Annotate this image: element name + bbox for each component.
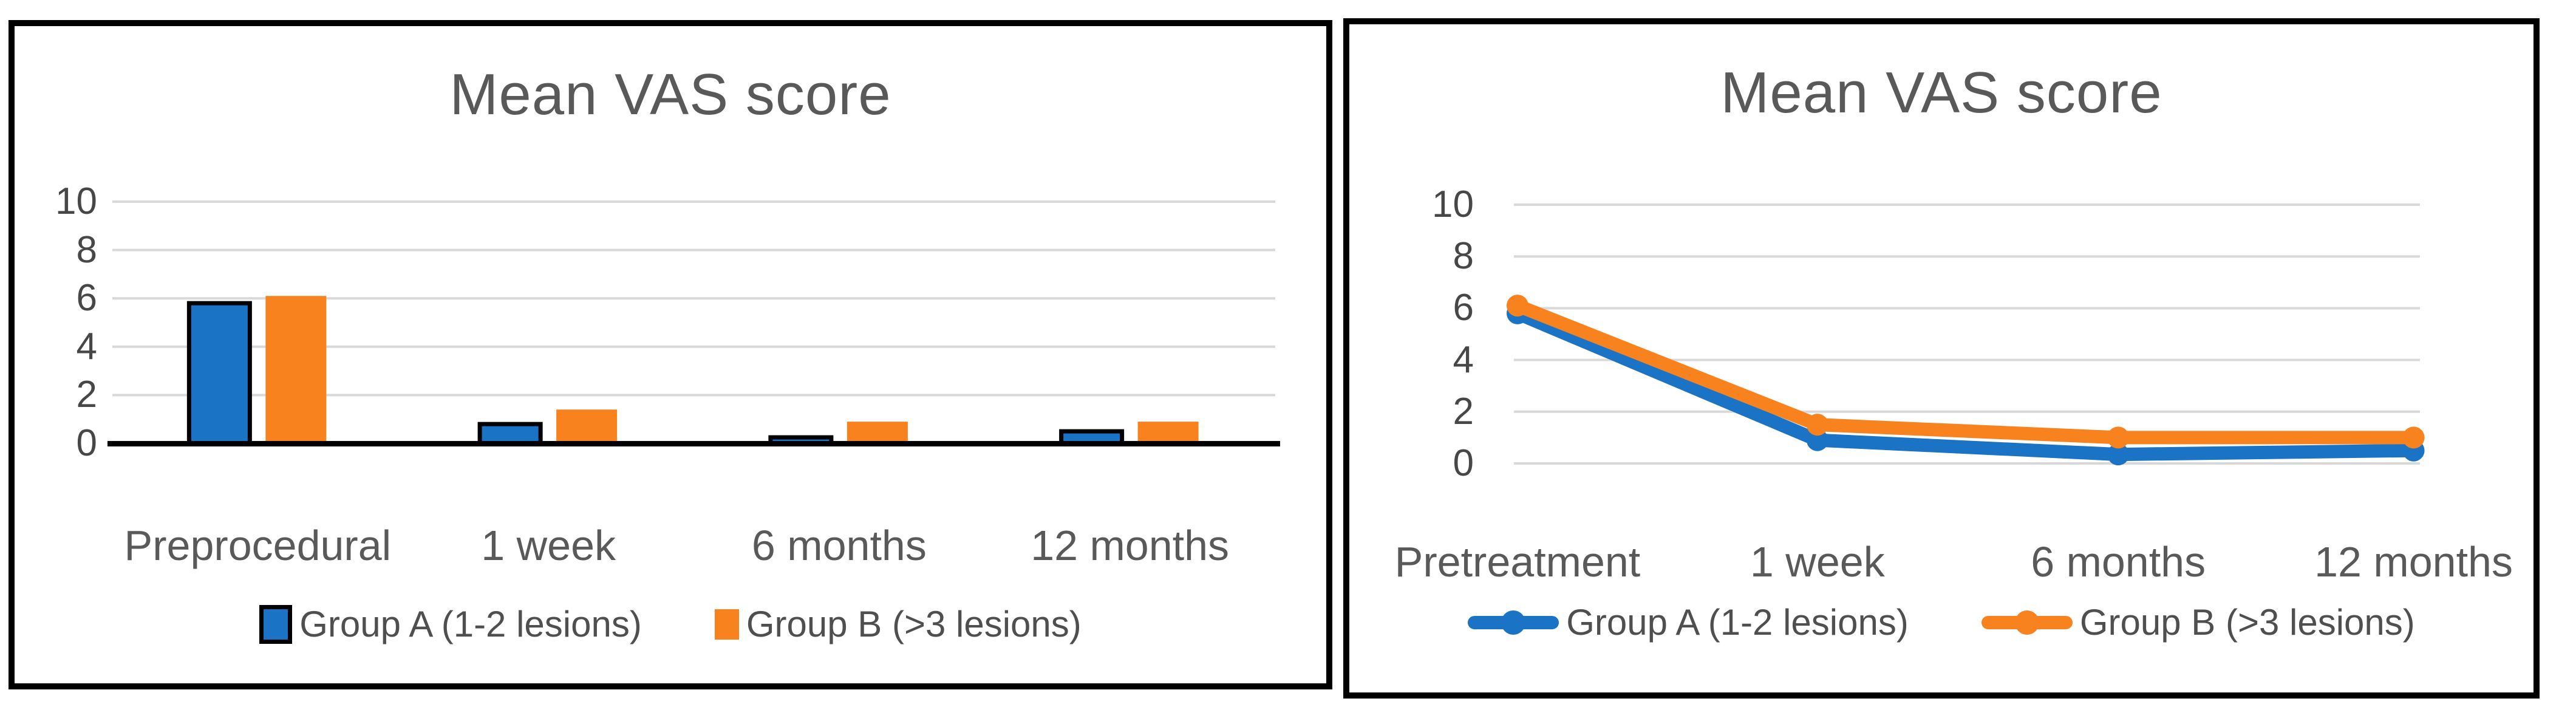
y-tick-label: 6 [1453, 287, 1474, 329]
legend-swatch [259, 604, 293, 644]
y-tick-label: 10 [1432, 183, 1474, 225]
x-axis-labels: Preprocedural 1 week 6 months 12 months [112, 521, 1275, 570]
x-category-label: 6 months [751, 522, 927, 569]
x-category-label: 1 week [481, 522, 616, 569]
y-tick-label: 0 [1453, 442, 1474, 484]
chart-title: Mean VAS score [1720, 60, 2162, 125]
bar [556, 409, 618, 443]
y-tick-label: 8 [1453, 235, 1474, 278]
legend-circle-marker [2014, 610, 2039, 635]
x-category-label: 1 week [1750, 538, 1885, 586]
x-category-label: Pretreatment [1394, 538, 1641, 586]
x-axis-line [107, 441, 1280, 446]
bar [1137, 422, 1199, 443]
bar-chart-panel: Mean VAS score 10 8 6 4 2 0 Preprocedural 1 wee… [9, 20, 1332, 689]
y-tick-label: 6 [76, 277, 97, 319]
legend-item: Group A (1-2 lesions) [1468, 601, 1909, 643]
x-category-label: Preprocedural [124, 522, 392, 569]
legend-label: Group A (1-2 lesions) [1566, 602, 1909, 643]
data-point-marker [1806, 414, 1828, 436]
legend-label: Group B (>3 lesions) [746, 604, 1082, 644]
series-line [1510, 299, 2421, 445]
y-tick-label: 0 [76, 422, 97, 464]
line-chart-panel: Mean VAS score 10 8 6 4 2 0 Pretreatment 1 week… [1343, 18, 2540, 699]
data-point-marker [1506, 295, 1528, 317]
legend-line-marker [1981, 609, 2073, 636]
data-point-marker [1806, 429, 1828, 451]
legend-label: Group B (>3 lesions) [2079, 602, 2415, 643]
x-category-label: 12 months [1031, 522, 1230, 569]
y-tick-label: 10 [55, 180, 97, 222]
x-category-label: 6 months [2031, 538, 2206, 586]
chart-legend: Group A (1-2 lesions) Group B (>3 lesions… [15, 603, 1326, 645]
y-tick-label: 4 [76, 325, 97, 367]
y-tick-label: 4 [1453, 338, 1474, 381]
x-category-label: 12 months [2314, 538, 2513, 586]
y-tick-label: 8 [76, 228, 97, 271]
legend-circle-marker [1501, 610, 1526, 635]
legend-label: Group A (1-2 lesions) [299, 604, 642, 644]
bar [265, 296, 327, 443]
bar [847, 422, 908, 443]
bar [477, 422, 543, 446]
chart-legend: Group A (1-2 lesions) Group B (>3 lesions… [1349, 601, 2533, 643]
legend-item: Group A (1-2 lesions) [259, 603, 642, 645]
bar-plot-area [107, 200, 1280, 446]
chart-title: Mean VAS score [449, 62, 891, 127]
legend-item: Group B (>3 lesions) [714, 603, 1082, 645]
data-point-marker [2402, 426, 2425, 449]
legend-line-marker [1468, 609, 1559, 636]
y-tick-label: 2 [1453, 390, 1474, 432]
bar [186, 301, 252, 446]
legend-item: Group B (>3 lesions) [1981, 601, 2415, 643]
y-tick-label: 2 [76, 374, 97, 416]
data-point-marker [2107, 443, 2130, 466]
legend-swatch [714, 609, 739, 640]
line-plot-area [1506, 203, 2425, 466]
series-line [1510, 306, 2421, 462]
data-point-marker [2107, 426, 2130, 449]
